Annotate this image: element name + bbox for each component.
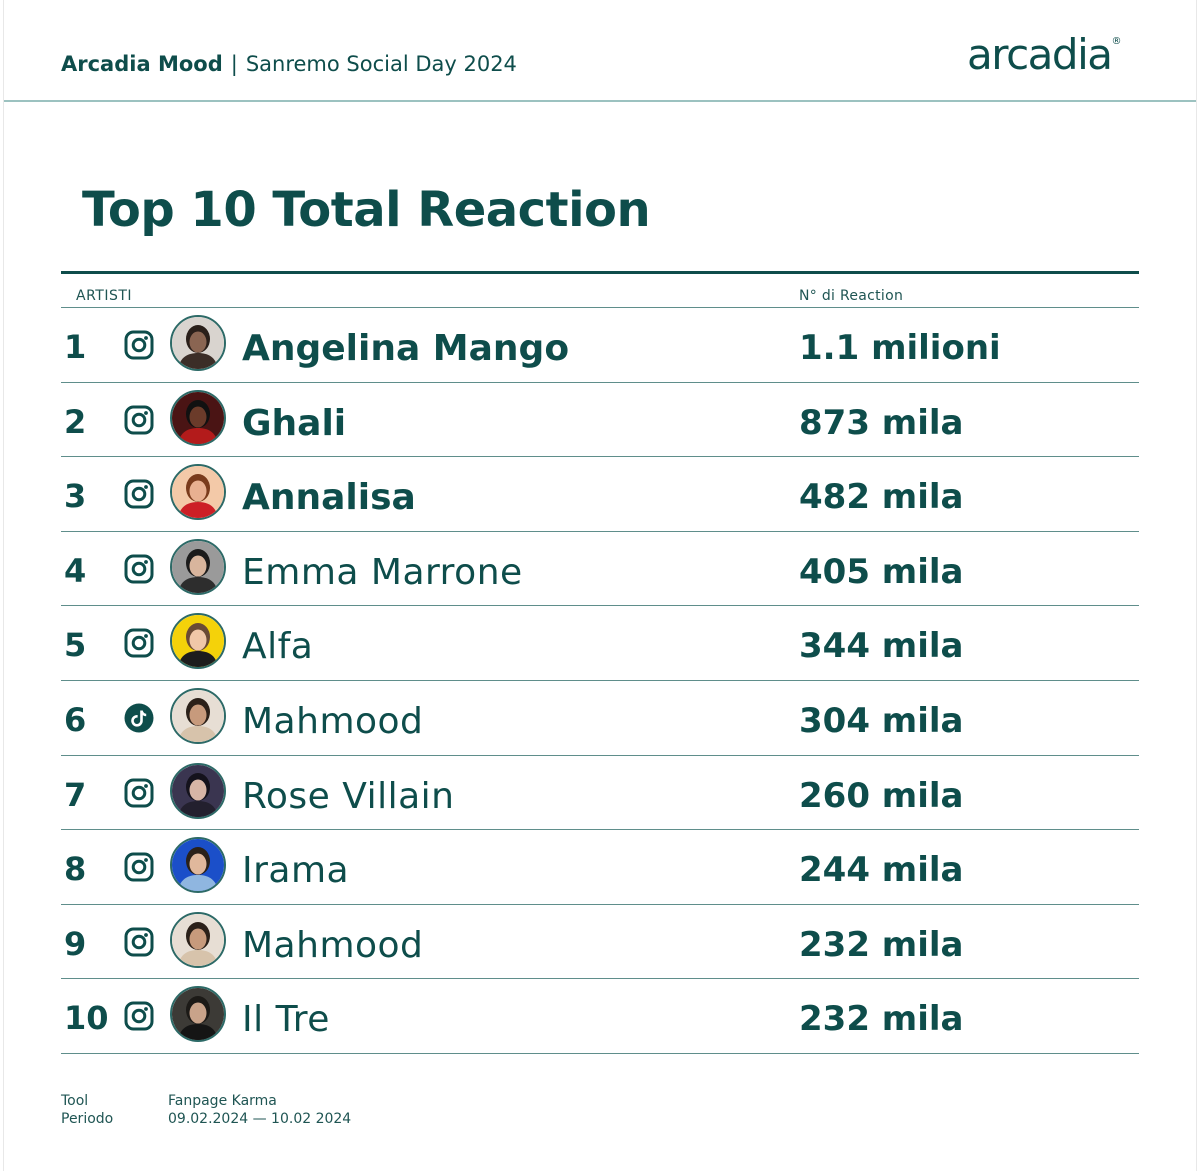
artist-name: Rose Villain: [242, 775, 455, 817]
artist-name: Mahmood: [242, 924, 424, 966]
instagram-icon: [124, 852, 154, 882]
arcadia-logo: arcadia®: [967, 30, 1121, 79]
title-separator: |: [230, 52, 238, 76]
period-label: Periodo: [61, 1111, 114, 1127]
reaction-count: 873 mila: [799, 402, 964, 443]
instagram-icon: [124, 1001, 154, 1031]
instagram-icon: [124, 628, 154, 658]
ranking-table: ARTISTI N° di Reaction 1 Angelina Mango 1.…: [61, 271, 1139, 1054]
table-row: 2 Ghali 873 mila: [61, 383, 1139, 458]
report-page: Arcadia Mood | Sanremo Social Day 2024 arc…: [4, 0, 1196, 1171]
instagram-icon: [124, 330, 154, 360]
column-header-reactions: N° di Reaction: [799, 288, 904, 304]
rank-number: 7: [64, 775, 87, 814]
rank-number: 1: [64, 328, 87, 366]
table-row: 5 Alfa 344 mila: [61, 606, 1139, 681]
avatar: [170, 986, 226, 1043]
column-header-artists: ARTISTI: [76, 288, 133, 304]
logo-text: arcadia: [967, 30, 1113, 79]
instagram-icon: [124, 927, 154, 957]
table-body: 1 Angelina Mango 1.1 milioni 2 Ghali 873 mila…: [61, 308, 1139, 1054]
reaction-count: 1.1 milioni: [799, 328, 1001, 368]
header-title: Arcadia Mood | Sanremo Social Day 2024: [61, 52, 517, 76]
table-row: 8 Irama 244 mila: [61, 830, 1139, 905]
instagram-icon: [124, 479, 154, 509]
period-value: 09.02.2024 — 10.02 2024: [168, 1111, 352, 1127]
artist-name: Angelina Mango: [242, 328, 570, 369]
reaction-count: 482 mila: [799, 477, 964, 518]
table-row: 7 Rose Villain 260 mila: [61, 756, 1139, 831]
event-name: Sanremo Social Day 2024: [245, 52, 517, 76]
rank-number: 8: [64, 850, 87, 889]
reaction-count: 260 mila: [799, 775, 964, 816]
page-title: Top 10 Total Reaction: [82, 182, 651, 238]
rank-number: 4: [64, 551, 87, 590]
table-row: 6 Mahmood 304 mila: [61, 681, 1139, 756]
artist-name: Il Tre: [242, 999, 330, 1041]
avatar: [170, 837, 226, 894]
artist-name: Emma Marrone: [242, 551, 523, 593]
avatar: [170, 464, 226, 521]
footer-labels: Tool Periodo: [61, 1092, 113, 1128]
table-top-rule: [61, 271, 1139, 274]
reaction-count: 304 mila: [799, 700, 964, 741]
table-row: 1 Angelina Mango 1.1 milioni: [61, 308, 1139, 383]
tool-label: Tool: [61, 1093, 89, 1109]
rank-number: 3: [64, 477, 87, 516]
table-row: 3 Annalisa 482 mila: [61, 457, 1139, 532]
table-row: 9 Mahmood 232 mila: [61, 905, 1139, 980]
tool-value: Fanpage Karma: [168, 1093, 277, 1109]
reaction-count: 244 mila: [799, 850, 964, 891]
tiktok-icon: [124, 703, 154, 733]
avatar: [170, 687, 226, 744]
rank-number: 6: [64, 700, 87, 739]
rank-number: 5: [64, 626, 87, 665]
artist-name: Alfa: [242, 626, 314, 668]
artist-name: Mahmood: [242, 700, 424, 742]
instagram-icon: [124, 405, 154, 435]
rank-number: 2: [64, 402, 87, 441]
artist-name: Irama: [242, 850, 350, 892]
registered-mark: ®: [1111, 36, 1122, 47]
avatar: [170, 911, 226, 968]
avatar: [170, 762, 226, 819]
reaction-count: 405 mila: [799, 551, 964, 592]
table-row: 10 Il Tre 232 mila: [61, 979, 1139, 1054]
avatar: [170, 315, 226, 371]
artist-name: Ghali: [242, 402, 347, 444]
reaction-count: 232 mila: [799, 924, 964, 965]
table-header: ARTISTI N° di Reaction: [61, 274, 1139, 308]
report-header: Arcadia Mood | Sanremo Social Day 2024 arc…: [4, 0, 1196, 102]
reaction-count: 232 mila: [799, 999, 964, 1040]
table-row: 4 Emma Marrone 405 mila: [61, 532, 1139, 607]
avatar: [170, 389, 226, 446]
instagram-icon: [124, 554, 154, 584]
reaction-count: 344 mila: [799, 626, 964, 667]
footer-values: Fanpage Karma 09.02.2024 — 10.02 2024: [168, 1092, 351, 1128]
rank-number: 9: [64, 924, 87, 963]
avatar: [170, 613, 226, 670]
rank-number: 10: [64, 999, 109, 1038]
brand-name: Arcadia Mood: [61, 52, 223, 76]
artist-name: Annalisa: [242, 477, 416, 519]
instagram-icon: [124, 778, 154, 808]
avatar: [170, 538, 226, 595]
